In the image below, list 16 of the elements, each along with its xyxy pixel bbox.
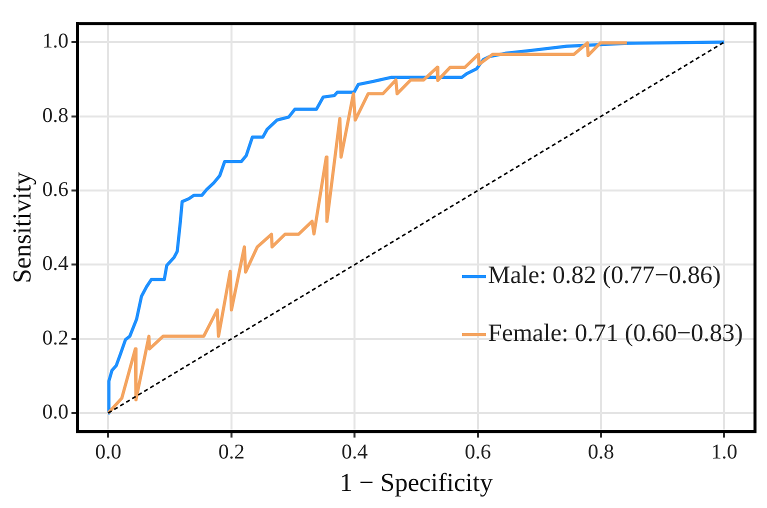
y-tick-label: 1.0 — [42, 28, 68, 53]
x-tick-label: 0.0 — [95, 440, 122, 464]
x-tick-label: 0.4 — [342, 440, 368, 464]
x-tick-label: 0.8 — [588, 440, 614, 464]
y-axis-title: Sensitivity — [7, 172, 36, 284]
x-tick-label: 0.2 — [218, 440, 245, 464]
x-axis-title: 1 − Specificity — [340, 468, 493, 498]
y-tick-label: 0.8 — [42, 102, 68, 127]
y-tick-label: 0.6 — [42, 177, 68, 202]
legend-label: Female: 0.71 (0.60−0.83) — [488, 320, 743, 348]
legend-label: Male: 0.82 (0.77−0.86) — [488, 262, 721, 290]
x-tick-label: 0.6 — [464, 440, 491, 464]
y-tick-label: 0.2 — [42, 325, 68, 350]
x-tick-label: 1.0 — [711, 440, 738, 464]
y-tick-label: 0.0 — [42, 400, 68, 424]
y-tick-label: 0.4 — [42, 251, 69, 276]
